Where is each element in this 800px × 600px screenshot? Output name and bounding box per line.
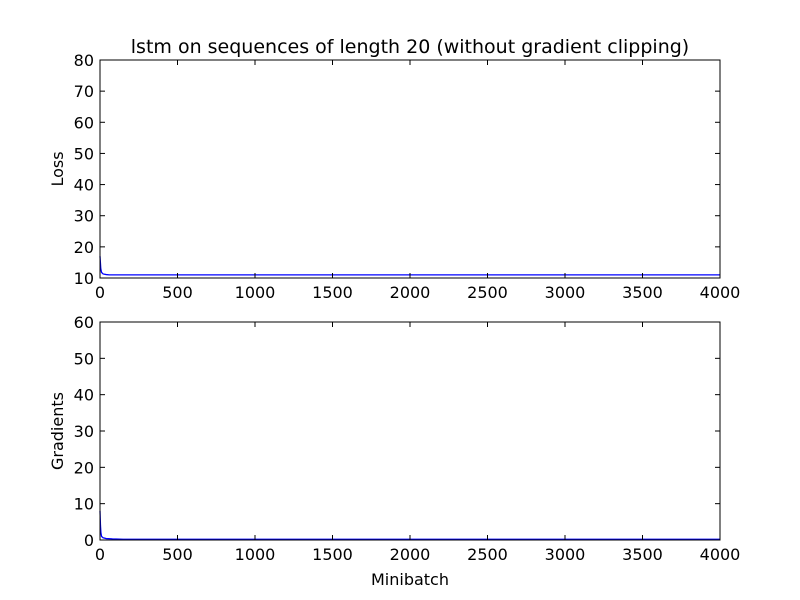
gradients-x-tick-label: 500 bbox=[162, 545, 193, 564]
gradients-y-tick-label: 60 bbox=[74, 313, 94, 332]
loss-x-tick-label: 1500 bbox=[312, 283, 353, 302]
gradients-subplot: 0 500 1000 1500 2000 2500 3000 3500 4000 0 10 20 30 4… bbox=[48, 313, 740, 589]
loss-x-tick-label: 2000 bbox=[390, 283, 431, 302]
gradients-x-tick-label: 3500 bbox=[622, 545, 663, 564]
loss-y-tick-label: 50 bbox=[74, 144, 94, 163]
gradients-x-tick-label: 2500 bbox=[467, 545, 508, 564]
loss-y-tick-label: 30 bbox=[74, 207, 94, 226]
loss-y-tick-label: 80 bbox=[74, 51, 94, 70]
gradients-x-tick-label: 0 bbox=[95, 545, 105, 564]
gradients-y-tick-label: 0 bbox=[84, 531, 94, 550]
gradients-x-tick-label: 4000 bbox=[700, 545, 741, 564]
loss-x-tick-label: 1000 bbox=[235, 283, 276, 302]
gradients-x-tick-label: 3000 bbox=[545, 545, 586, 564]
gradients-x-tick-label: 1000 bbox=[235, 545, 276, 564]
chart-title: lstm on sequences of length 20 (without … bbox=[131, 36, 689, 58]
loss-y-axis-label: Loss bbox=[48, 151, 67, 186]
gradients-x-tick-label: 2000 bbox=[390, 545, 431, 564]
loss-series-line-0 bbox=[99, 256, 720, 276]
gradients-y-tick-label: 10 bbox=[74, 495, 94, 514]
loss-y-tick-label: 10 bbox=[74, 269, 94, 288]
loss-x-tick-label: 3500 bbox=[622, 283, 663, 302]
loss-x-tick-label: 500 bbox=[162, 283, 193, 302]
gradients-y-tick-label: 20 bbox=[74, 458, 94, 477]
loss-subplot: 0 500 1000 1500 2000 2500 3000 3500 4000 10 20 30 40… bbox=[48, 51, 740, 302]
loss-y-tick-label: 20 bbox=[74, 238, 94, 257]
gradients-y-tick-label: 30 bbox=[74, 422, 94, 441]
loss-y-tick-label: 70 bbox=[74, 82, 94, 101]
gradients-y-axis-label: Gradients bbox=[48, 392, 67, 470]
gradients-y-tick-label: 40 bbox=[74, 386, 94, 405]
loss-x-tick-label: 0 bbox=[95, 283, 105, 302]
loss-x-tick-label: 2500 bbox=[467, 283, 508, 302]
loss-x-tick-label: 4000 bbox=[700, 283, 741, 302]
gradients-series-line-0 bbox=[99, 510, 720, 540]
gradients-y-tick-label: 50 bbox=[74, 349, 94, 368]
gradients-x-tick-label: 1500 bbox=[312, 545, 353, 564]
loss-y-tick-label: 60 bbox=[74, 113, 94, 132]
gradients-x-axis-label: Minibatch bbox=[371, 570, 449, 589]
loss-x-tick-label: 3000 bbox=[545, 283, 586, 302]
loss-y-tick-label: 40 bbox=[74, 176, 94, 195]
